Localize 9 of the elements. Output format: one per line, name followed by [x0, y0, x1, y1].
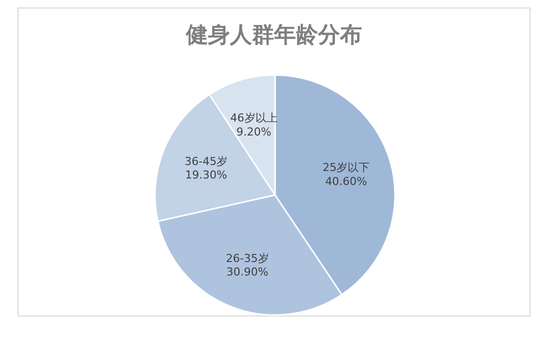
data-label: 40.60% [325, 174, 368, 188]
chart-title: 健身人群年龄分布 [185, 23, 362, 48]
slice-label: 26-35岁 [226, 252, 269, 265]
slice-label: 36-45岁 [184, 154, 228, 168]
slice-label: 25岁以下 [322, 161, 370, 174]
data-label: 19.30% [185, 168, 228, 182]
data-label: 30.90% [226, 266, 268, 279]
data-label: 9.20% [236, 125, 272, 138]
slice-label: 46岁以上 [230, 111, 278, 124]
